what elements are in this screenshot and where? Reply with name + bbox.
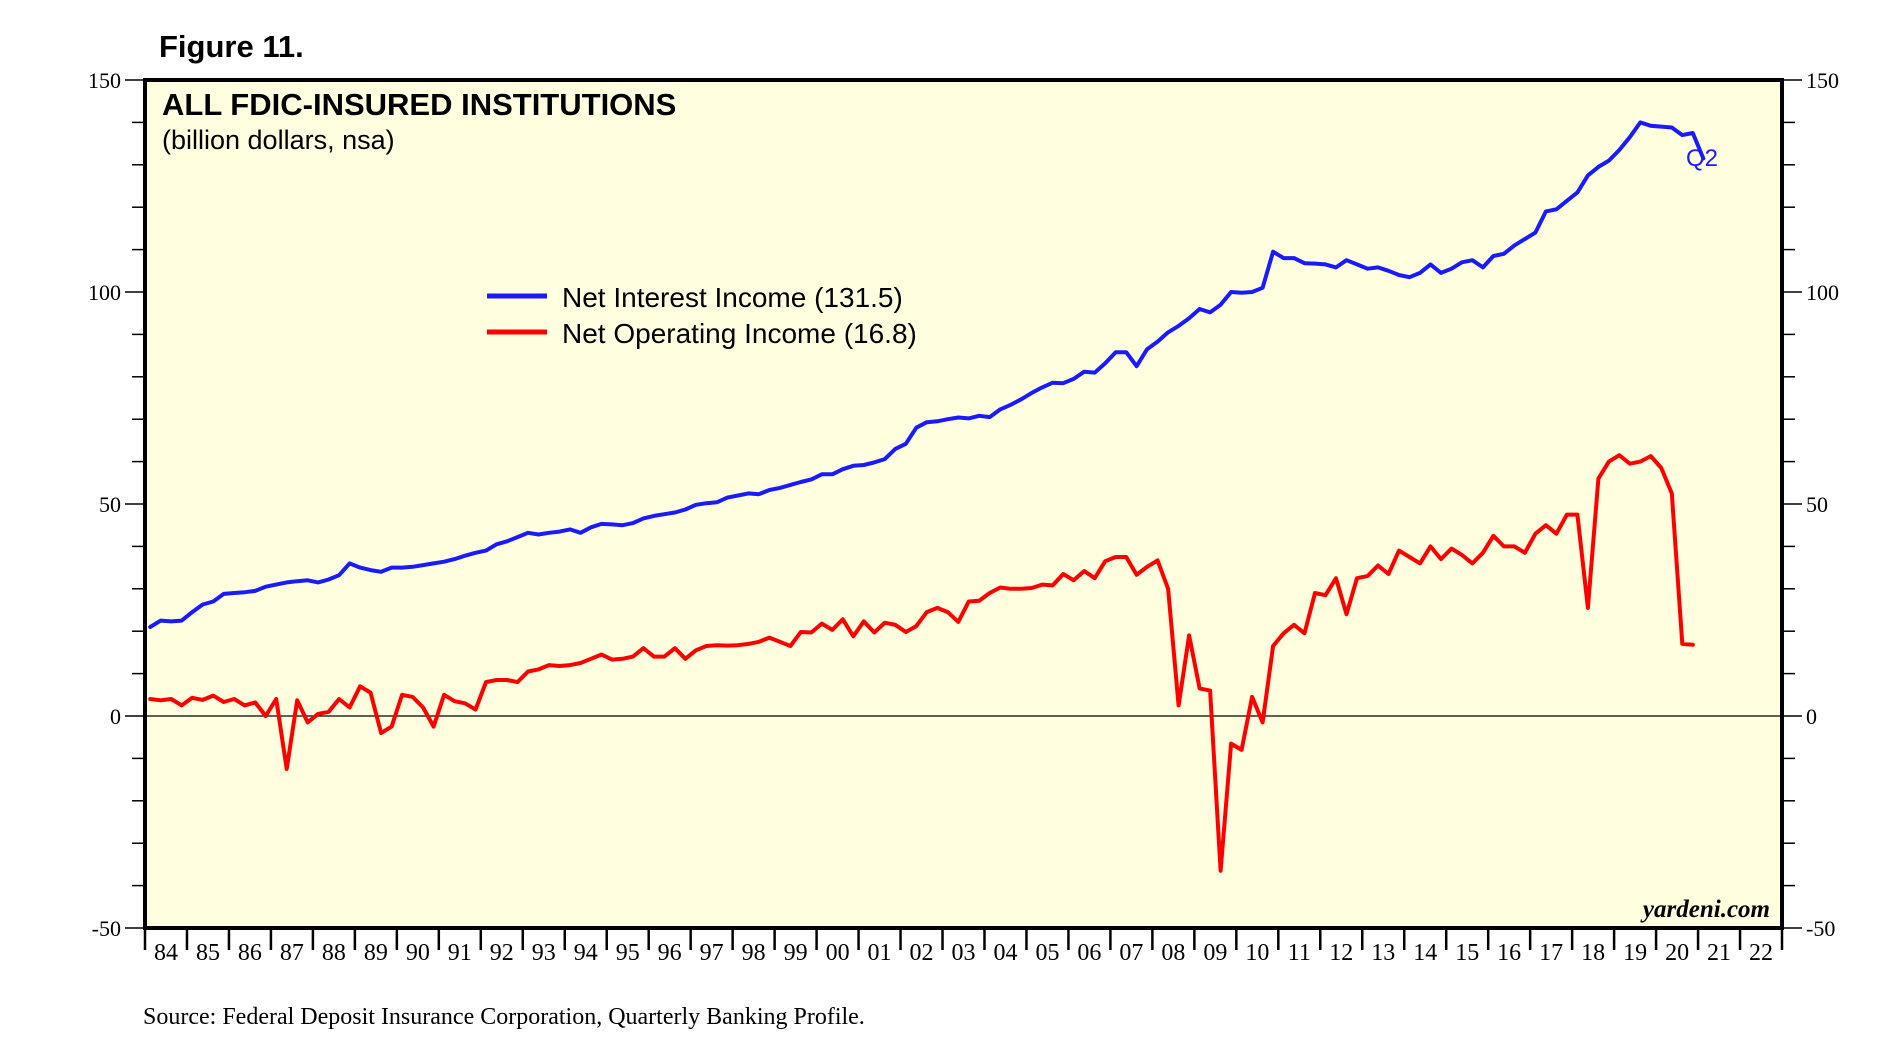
x-year-label: 03 xyxy=(952,940,976,966)
x-year-label: 87 xyxy=(280,940,304,966)
x-year-label: 86 xyxy=(238,940,262,966)
x-year-label: 94 xyxy=(574,940,598,966)
x-year-label: 00 xyxy=(826,940,850,966)
x-year-label: 13 xyxy=(1371,940,1395,966)
right-y-tick-label: -50 xyxy=(1806,916,1835,941)
right-y-tick-label: 150 xyxy=(1806,68,1839,93)
x-year-label: 02 xyxy=(910,940,934,966)
last-point-label: Q2 xyxy=(1686,145,1718,172)
source-note: Source: Federal Deposit Insurance Corpor… xyxy=(143,1004,865,1030)
x-axis: 84 85 86 87 88 89 90 91 92 93 94 95 96 97 98 99 00 01 02 03… xyxy=(143,928,1784,966)
x-year-label: 21 xyxy=(1707,940,1731,966)
series-line-net-interest-income xyxy=(148,120,1706,629)
left-y-tick-label: 50 xyxy=(99,492,121,517)
x-year-label: 99 xyxy=(784,940,808,966)
x-year-label: 05 xyxy=(1035,940,1059,966)
x-year-label: 19 xyxy=(1623,940,1647,966)
figure-label: Figure 11. xyxy=(159,29,304,64)
x-year-label: 93 xyxy=(532,940,556,966)
x-year-label: 92 xyxy=(490,940,514,966)
left-y-tick-label: 0 xyxy=(110,704,121,729)
x-year-label: 89 xyxy=(364,940,388,966)
x-year-label: 97 xyxy=(700,940,724,966)
x-year-label: 14 xyxy=(1413,940,1437,966)
right-y-tick-label: 100 xyxy=(1806,280,1839,305)
chart-title: ALL FDIC-INSURED INSTITUTIONS xyxy=(162,87,676,122)
right-y-tick-label: 50 xyxy=(1806,492,1828,517)
x-year-label: 09 xyxy=(1203,940,1227,966)
legend-label-nii: Net Interest Income (131.5) xyxy=(562,282,903,313)
legend: Net Interest Income (131.5) Net Operatin… xyxy=(487,282,917,349)
x-year-label: 16 xyxy=(1497,940,1521,966)
x-year-label: 95 xyxy=(616,940,640,966)
x-year-label: 98 xyxy=(742,940,766,966)
plot-area xyxy=(143,78,1784,930)
x-year-label: 18 xyxy=(1581,940,1605,966)
left-y-axis: -50 0 50 100 150 xyxy=(88,68,145,941)
series-layer xyxy=(148,120,1706,873)
x-year-label: 20 xyxy=(1665,940,1689,966)
x-year-label: 04 xyxy=(993,940,1017,966)
left-y-tick-label: 150 xyxy=(88,68,121,93)
x-year-label: 17 xyxy=(1539,940,1563,966)
x-year-label: 88 xyxy=(322,940,346,966)
x-year-label: 91 xyxy=(448,940,472,966)
x-year-label: 90 xyxy=(406,940,430,966)
x-year-label: 08 xyxy=(1161,940,1185,966)
x-year-label: 06 xyxy=(1077,940,1101,966)
x-year-label: 11 xyxy=(1288,940,1311,966)
x-year-label: 85 xyxy=(196,940,220,966)
x-year-label: 12 xyxy=(1329,940,1353,966)
chart-subtitle: (billion dollars, nsa) xyxy=(162,125,395,155)
x-year-label: 01 xyxy=(868,940,892,966)
legend-label-noi: Net Operating Income (16.8) xyxy=(562,318,917,349)
left-y-tick-label: -50 xyxy=(92,916,121,941)
x-year-label: 84 xyxy=(154,940,178,966)
x-year-label: 10 xyxy=(1245,940,1269,966)
series-line-net-operating-income xyxy=(148,453,1695,873)
left-y-tick-label: 100 xyxy=(88,280,121,305)
watermark: yardeni.com xyxy=(1640,896,1770,923)
x-year-label: 07 xyxy=(1119,940,1143,966)
right-y-tick-label: 0 xyxy=(1806,704,1817,729)
x-year-label: 96 xyxy=(658,940,682,966)
x-year-label: 22 xyxy=(1749,940,1773,966)
x-year-label: 15 xyxy=(1455,940,1479,966)
right-y-axis: -50 0 50 100 150 xyxy=(1782,68,1839,941)
